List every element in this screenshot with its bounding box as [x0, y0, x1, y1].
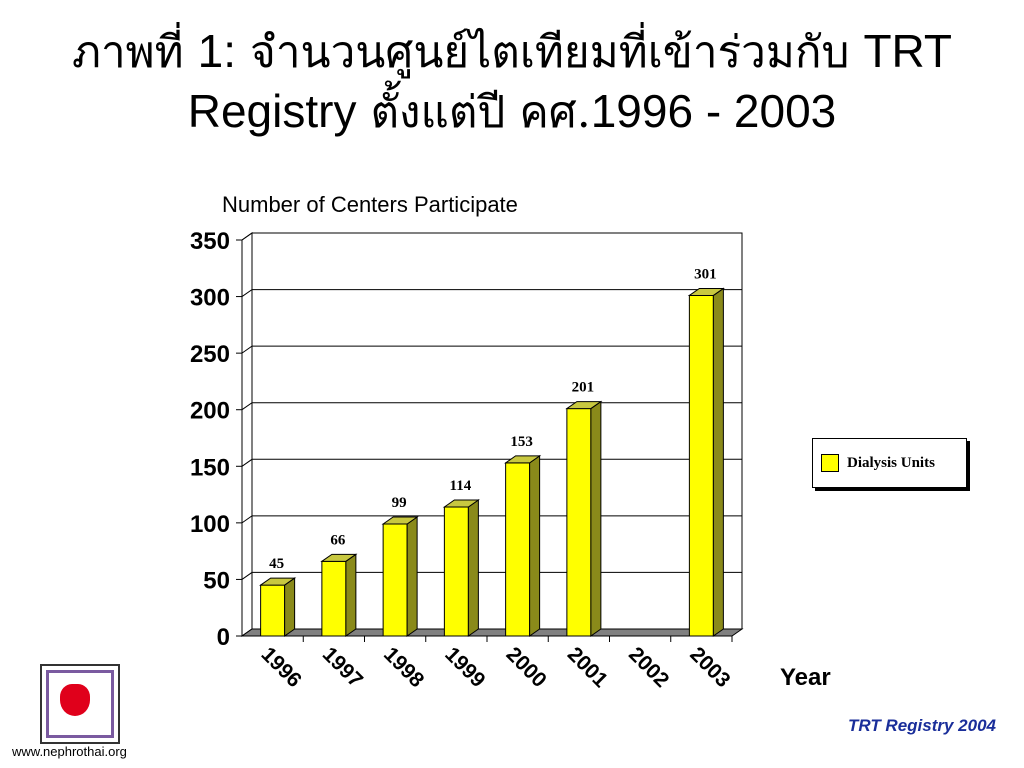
bar-1996 [260, 584, 286, 637]
x-axis-label: Year [780, 664, 831, 691]
y-tick-label: 100 [190, 511, 230, 538]
bar-side-2000 [529, 454, 541, 637]
x-tick-label: 2001 [563, 643, 613, 693]
y-tick-label: 250 [190, 341, 230, 368]
data-label: 201 [572, 380, 595, 396]
x-tick-label: 2000 [502, 643, 551, 692]
x-tick-label: 1999 [440, 643, 489, 692]
title-year-range: 1996 - 2003 [590, 85, 837, 137]
title-thai-part-2: จำนวนศูนย์ไตเทียมที่เข้าร่วมกับ [236, 27, 864, 78]
data-label: 45 [269, 556, 284, 572]
website-url: www.nephrothai.org [12, 744, 127, 759]
x-tick-label: 2003 [685, 643, 734, 692]
bar-1997 [321, 560, 347, 637]
kidney-icon [60, 684, 90, 716]
bar-2003 [688, 294, 714, 637]
title-line-1: ภาพที่ 1: จำนวนศูนย์ไตเทียมที่เข้าร่วมกั… [0, 22, 1024, 82]
x-tick-label: 1998 [379, 643, 429, 693]
society-logo [40, 664, 120, 744]
bar-side-2003 [712, 287, 724, 637]
y-tick-label: 200 [190, 398, 230, 425]
title-thai-part-3: ตั้งแต่ปี คศ. [356, 87, 591, 138]
y-tick-label: 350 [190, 228, 230, 255]
gridline [241, 232, 742, 241]
chart-legend: Dialysis Units [812, 438, 967, 488]
registry-credit: TRT Registry 2004 [847, 716, 996, 735]
y-tick-label: 0 [217, 624, 230, 651]
gridline [241, 345, 742, 354]
data-label: 66 [330, 532, 346, 548]
legend-swatch [821, 454, 839, 472]
title-registry: Registry [187, 85, 357, 137]
bar-side-1996 [284, 577, 296, 637]
bar-top-1998 [381, 516, 419, 525]
bar-1998 [382, 523, 408, 637]
logo-frame [46, 670, 114, 738]
title-thai-part-1: ภาพที่ [71, 27, 198, 78]
x-tick-label: 1997 [318, 643, 367, 692]
gridline [241, 289, 742, 297]
data-label: 99 [392, 495, 407, 511]
bar-side-1999 [467, 499, 479, 637]
title-line-2: Registry ตั้งแต่ปี คศ.1996 - 2003 [0, 82, 1024, 142]
y-tick-label: 50 [203, 567, 230, 594]
bar-side-1998 [406, 516, 418, 637]
title-figure-number: 1: [197, 25, 237, 77]
data-label: 153 [510, 434, 533, 450]
bar-side-1997 [345, 553, 357, 637]
title-trt: TRT [863, 25, 953, 77]
bar-2001 [566, 408, 592, 637]
y-tick-label: 150 [190, 454, 230, 481]
legend-label: Dialysis Units [847, 454, 935, 471]
x-tick-label: 1996 [257, 643, 306, 692]
bar-top-2003 [687, 287, 725, 296]
plot-floor [240, 628, 744, 637]
bar-top-2000 [504, 455, 542, 464]
data-label: 301 [694, 266, 717, 282]
bar-top-1999 [442, 499, 480, 508]
x-tick-label: 2002 [624, 643, 673, 692]
chart-title: Number of Centers Participate [222, 192, 518, 217]
bar-side-2001 [590, 400, 602, 637]
y-tick-label: 300 [190, 285, 230, 312]
bar-2000 [505, 462, 531, 637]
page-title: ภาพที่ 1: จำนวนศูนย์ไตเทียมที่เข้าร่วมกั… [0, 22, 1024, 142]
bar-1999 [443, 506, 469, 637]
bar-top-2001 [565, 401, 603, 410]
data-label: 114 [450, 478, 472, 494]
bar-top-1997 [320, 553, 358, 562]
bar-top-1996 [259, 577, 297, 586]
